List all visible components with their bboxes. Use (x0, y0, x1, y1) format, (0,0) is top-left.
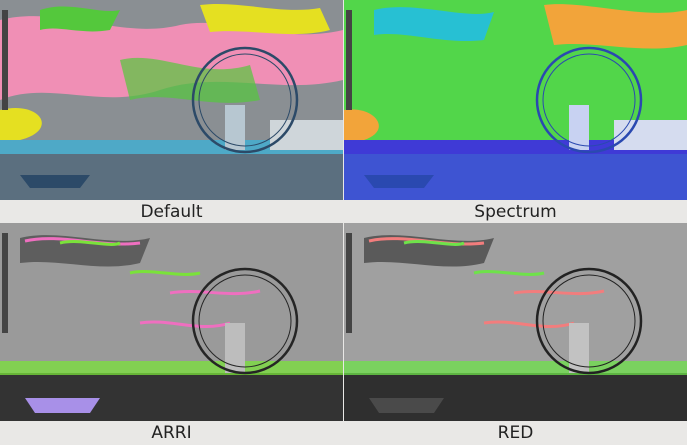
false-color-image-red (344, 223, 687, 421)
panel-arri: ARRI (0, 223, 343, 445)
panel-caption: ARRI (151, 423, 192, 443)
false-color-image-default (0, 0, 343, 200)
panel-spectrum: Spectrum (344, 0, 687, 224)
panel-caption: Default (140, 202, 203, 222)
panel-caption: Spectrum (474, 202, 557, 222)
panel-red: RED (344, 223, 687, 445)
panel-default: Default (0, 0, 343, 224)
panel-caption: RED (497, 423, 534, 443)
false-color-image-spectrum (344, 0, 687, 200)
false-color-image-arri (0, 223, 343, 421)
